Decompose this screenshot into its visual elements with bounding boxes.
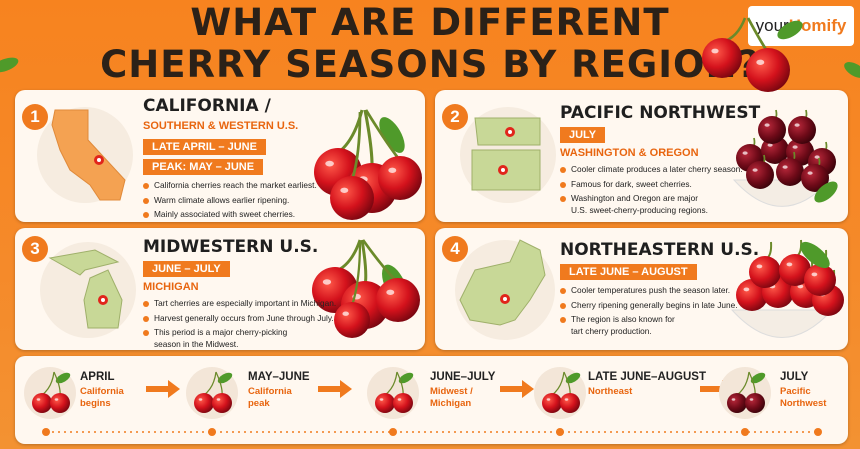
timeline-item: JULY Pacific Northwest bbox=[780, 371, 826, 410]
bullet-line: Harvest generally occurs from June throu… bbox=[154, 312, 334, 323]
title-line: CHERRY SEASONS BY REGION? bbox=[100, 43, 760, 86]
logo-text: your bbox=[755, 16, 789, 35]
bullet-lines: Famous for dark, sweet cherries. bbox=[571, 179, 692, 191]
bullet-line: Cherry ripening generally begins in late… bbox=[571, 299, 738, 310]
timeline-note: Midwest / bbox=[430, 386, 473, 397]
bullet: Tart cherries are especially important i… bbox=[143, 298, 336, 310]
bullet-dot bbox=[560, 317, 566, 323]
bullet: Warm climate allows earlier ripening. bbox=[143, 195, 289, 207]
title-line: WHAT ARE DIFFERENT bbox=[190, 1, 670, 44]
bullet-line: California cherries reach the market ear… bbox=[154, 180, 317, 190]
bullet-dot bbox=[143, 330, 149, 336]
bullet-lines: California cherries reach the market ear… bbox=[154, 180, 317, 192]
bullet-line: Tart cherries are especially important i… bbox=[154, 298, 337, 308]
timeline-note: Northeast bbox=[588, 386, 633, 397]
timeline-label: JUNE–JULY bbox=[430, 371, 496, 383]
bullet-dot bbox=[560, 302, 566, 309]
timeline-note: Michigan bbox=[430, 398, 472, 409]
region-title: MIDWESTERN U.S. bbox=[143, 237, 319, 257]
bullet-line: Famous for dark, sweet cherries. bbox=[571, 178, 692, 189]
region-season: JULY bbox=[560, 127, 606, 143]
bullet-line: Cooler temperatures push the season late… bbox=[571, 285, 731, 295]
region-number: 4 bbox=[442, 236, 468, 262]
region-peak: PEAK: MAY – JUNE bbox=[143, 159, 264, 175]
bullet-line: Washington and Oregon are major bbox=[571, 193, 698, 203]
region-text: NORTHEASTERN U.S. LATE JUNE – AUGUST Coole… bbox=[560, 240, 759, 337]
bullet-dot bbox=[143, 183, 149, 189]
timeline-label: APRIL bbox=[80, 371, 115, 383]
bullet-lines: Washington and Oregon are major U.S. swee… bbox=[571, 193, 708, 216]
region-text: PACIFIC NORTHWEST JULY WASHINGTON & OREGON… bbox=[560, 103, 760, 216]
bullet-line: Mainly associated with sweet cherries. bbox=[154, 209, 296, 219]
bullet-line: Cooler climate produces a later cherry s… bbox=[571, 164, 743, 174]
bullet: Washington and Oregon are major U.S. swee… bbox=[560, 193, 708, 216]
title: WHAT ARE DIFFERENT CHERRY SEASONS BY REG… bbox=[0, 2, 860, 86]
bullet: Mainly associated with sweet cherries. bbox=[143, 209, 295, 221]
logo-text: Homify bbox=[788, 16, 847, 35]
region-season: LATE APRIL – JUNE bbox=[143, 139, 266, 155]
region-title: CALIFORNIA / bbox=[143, 96, 271, 116]
timeline-label: MAY–JUNE bbox=[248, 371, 310, 383]
bullet: Cherry ripening generally begins in late… bbox=[560, 300, 738, 312]
bullet-dot bbox=[143, 301, 149, 307]
region-number: 2 bbox=[442, 104, 468, 130]
region-subtitle: SOUTHERN & WESTERN U.S. bbox=[143, 120, 299, 132]
timeline-item: APRIL California begins bbox=[80, 371, 124, 410]
bullet: Harvest generally occurs from June throu… bbox=[143, 313, 334, 325]
bullet-lines: Warm climate allows earlier ripening. bbox=[154, 195, 289, 207]
region-states: MICHIGAN bbox=[143, 281, 199, 293]
timeline-label: LATE JUNE–AUGUST bbox=[588, 371, 706, 383]
bullet-lines: Cooler temperatures push the season late… bbox=[571, 285, 730, 297]
bullet: The region is also known for tart cherry … bbox=[560, 314, 675, 337]
timeline-note: peak bbox=[248, 398, 270, 409]
bullet-lines: Tart cherries are especially important i… bbox=[154, 298, 336, 310]
region-states: WASHINGTON & OREGON bbox=[560, 147, 699, 159]
bullet-lines: The region is also known for tart cherry … bbox=[571, 314, 675, 337]
bullet-dot bbox=[143, 315, 149, 322]
bullet: Famous for dark, sweet cherries. bbox=[560, 179, 692, 191]
timeline-note: California bbox=[80, 386, 124, 397]
region-number: 3 bbox=[22, 236, 48, 262]
timeline-note: Northwest bbox=[780, 398, 827, 409]
bullet-dot bbox=[143, 197, 149, 204]
timeline-item: LATE JUNE–AUGUST Northeast bbox=[588, 371, 706, 398]
timeline-item: MAY–JUNE California peak bbox=[248, 371, 310, 410]
bullet-dot bbox=[560, 196, 566, 202]
timeline-label: JULY bbox=[780, 371, 809, 383]
bullet: Cooler climate produces a later cherry s… bbox=[560, 164, 743, 176]
bullet-dot bbox=[560, 167, 566, 173]
bullet-dot bbox=[143, 212, 149, 218]
timeline-panel bbox=[15, 356, 848, 444]
bullet: Cooler temperatures push the season late… bbox=[560, 285, 730, 297]
region-text: MIDWESTERN U.S. JUNE – JULY MICHIGAN Tart c… bbox=[143, 237, 336, 350]
bullet-lines: This period is a major cherry-picking sea… bbox=[154, 327, 287, 350]
bullet-lines: Mainly associated with sweet cherries. bbox=[154, 209, 295, 221]
bullet-line: tart cherry production. bbox=[571, 325, 652, 336]
bullet-lines: Harvest generally occurs from June throu… bbox=[154, 313, 334, 325]
timeline-note: Pacific bbox=[780, 386, 811, 397]
bullet-lines: Cooler climate produces a later cherry s… bbox=[571, 164, 743, 176]
region-title: NORTHEASTERN U.S. bbox=[560, 240, 760, 260]
region-season: LATE JUNE – AUGUST bbox=[560, 264, 697, 280]
bullet: This period is a major cherry-picking sea… bbox=[143, 327, 287, 350]
bullet-line: This period is a major cherry-picking bbox=[154, 327, 288, 337]
bullet-line: season in the Midwest. bbox=[154, 338, 239, 349]
timeline-note: California bbox=[248, 386, 292, 397]
bullet: California cherries reach the market ear… bbox=[143, 180, 317, 192]
bullet-line: U.S. sweet-cherry-producing regions. bbox=[571, 204, 708, 215]
timeline-item: JUNE–JULY Midwest / Michigan bbox=[430, 371, 495, 410]
timeline-note: begins bbox=[80, 398, 111, 409]
region-number: 1 bbox=[22, 104, 48, 130]
bullet-line: The region is also known for bbox=[571, 314, 675, 324]
region-season: JUNE – JULY bbox=[143, 261, 230, 277]
bullet-dot bbox=[560, 181, 566, 188]
bullet-lines: Cherry ripening generally begins in late… bbox=[571, 300, 738, 312]
region-text: CALIFORNIA / SOUTHERN & WESTERN U.S. LATE … bbox=[143, 96, 317, 221]
region-title: PACIFIC NORTHWEST bbox=[560, 103, 761, 123]
bullet-dot bbox=[560, 288, 566, 294]
logo: yourHomify bbox=[748, 6, 854, 46]
bullet-line: Warm climate allows earlier ripening. bbox=[154, 194, 290, 205]
